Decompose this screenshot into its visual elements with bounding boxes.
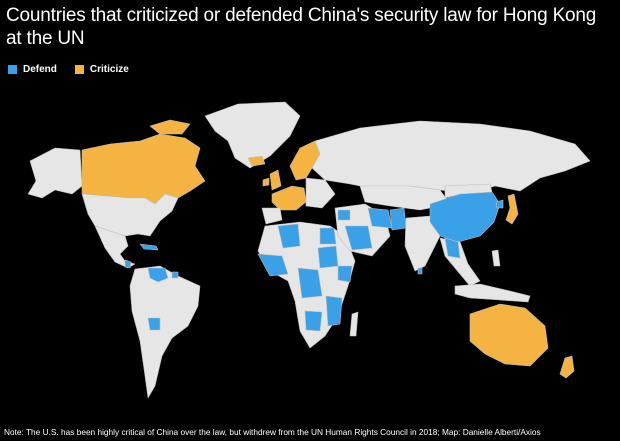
country-sudan — [317, 245, 339, 269]
south-america — [129, 265, 201, 399]
philippines — [491, 249, 501, 267]
map-title: Countries that criticized or defended Ch… — [6, 5, 597, 49]
country-myanmar-laos-cambodia — [444, 237, 461, 259]
country-ethiopia — [337, 265, 353, 283]
country-scandinavia — [289, 140, 321, 181]
country-egypt — [319, 227, 337, 245]
country-suriname — [171, 271, 179, 279]
country-pakistan — [389, 207, 407, 231]
legend-item-defend: Defend — [8, 64, 57, 75]
country-eastern-europe — [305, 177, 336, 209]
country-uk — [269, 169, 282, 191]
country-bolivia — [147, 317, 161, 331]
greenland — [204, 101, 301, 169]
country-iceland — [247, 155, 266, 167]
country-mongolia — [444, 183, 493, 199]
criticize-swatch-icon — [74, 65, 84, 74]
country-central-africa — [297, 267, 323, 299]
country-west-africa — [257, 253, 289, 277]
country-iran — [367, 207, 393, 229]
legend-label-defend: Defend — [23, 64, 57, 75]
country-japan — [505, 193, 519, 225]
defend-swatch-icon — [8, 65, 17, 74]
country-east-africa — [325, 295, 343, 327]
country-algeria — [277, 223, 301, 249]
country-ireland — [262, 177, 270, 187]
country-cuba — [139, 243, 159, 251]
legend-item-criticize: Criticize — [74, 64, 129, 75]
country-nicaragua — [124, 259, 132, 269]
iberia — [261, 207, 283, 225]
alaska — [27, 147, 83, 199]
country-sri-lanka — [417, 267, 423, 275]
country-venezuela — [147, 267, 169, 283]
country-southern-africa — [304, 310, 323, 332]
country-canada — [81, 133, 206, 205]
legend-label-criticize: Criticize — [89, 64, 129, 75]
country-north-korea — [495, 199, 504, 209]
legend: Defend Criticize — [8, 64, 147, 75]
country-new-zealand — [559, 355, 575, 379]
country-madagascar — [349, 311, 359, 337]
world-map — [27, 101, 591, 399]
country-australia — [469, 303, 549, 367]
country-saudi-arabia — [344, 225, 373, 251]
footnote: Note: The U.S. has been highly critical … — [4, 427, 541, 437]
indonesia — [454, 283, 531, 303]
country-western-europe — [271, 185, 307, 211]
country-russia — [311, 120, 591, 195]
country-syria — [337, 209, 351, 221]
canada-islands — [149, 119, 191, 135]
